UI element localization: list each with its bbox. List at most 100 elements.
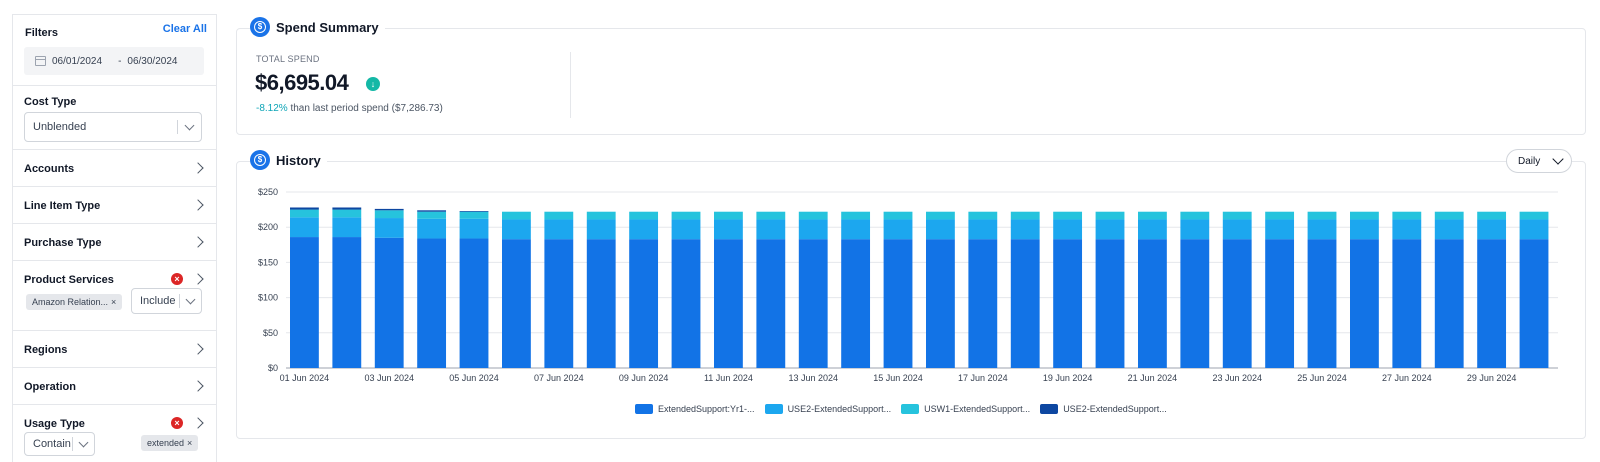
bar-segment [1053, 219, 1083, 240]
y-tick-label: $50 [263, 328, 278, 338]
bar-segment [714, 211, 743, 220]
chevron-right-icon[interactable] [192, 199, 204, 211]
chevron-right-icon[interactable] [192, 273, 204, 285]
granularity-value: Daily [1518, 155, 1541, 167]
legend-label: USE2-ExtendedSupport... [1063, 404, 1167, 414]
history-title: History [276, 152, 321, 168]
chevron-right-icon[interactable] [192, 417, 204, 429]
cost-type-value: Unblended [33, 121, 87, 133]
granularity-dropdown[interactable]: Daily [1506, 149, 1572, 173]
history-chart: $0 $50 $100 $150 $200 $250 01 Jun 2024 03 Jun 2… [258, 187, 1558, 383]
date-range-picker[interactable]: 06/01/2024 - 06/30/2024 [24, 47, 204, 75]
bar-segment [586, 219, 616, 240]
line-item-type-label: Line Item Type [24, 200, 101, 212]
chevron-right-icon[interactable] [192, 162, 204, 174]
bar-segment [417, 238, 447, 368]
bar-segment [1477, 239, 1507, 368]
spend-delta: -8.12% than last period spend ($7,286.73… [256, 103, 443, 114]
bar-segment [1350, 211, 1379, 220]
date-separator: - [118, 55, 122, 67]
bar-segment [1392, 239, 1422, 368]
purchase-type-section[interactable]: Purchase Type [13, 223, 216, 260]
bar-segment [1307, 239, 1337, 368]
chevron-down-icon [184, 120, 195, 130]
bar-segment [798, 211, 828, 220]
chevron-right-icon[interactable] [192, 380, 204, 392]
bar-segment [1350, 239, 1379, 368]
usage-type-mode-select[interactable]: Contain [24, 432, 95, 456]
operation-section[interactable]: Operation [13, 367, 216, 404]
y-tick-label: $100 [258, 293, 278, 303]
x-tick-label: 27 Jun 2024 [1382, 373, 1432, 383]
bar-segment [841, 239, 871, 368]
delta-percent: -8.12% [256, 103, 288, 114]
x-tick-label: 11 Jun 2024 [704, 373, 753, 383]
bar-segment [798, 239, 828, 368]
x-tick-label: 01 Jun 2024 [280, 373, 330, 383]
bar-segment [502, 211, 531, 220]
bar-segment [714, 219, 743, 240]
line-item-type-section[interactable]: Line Item Type [13, 186, 216, 223]
remove-chip-icon[interactable]: × [187, 438, 193, 448]
bar-segment [332, 209, 362, 218]
bar-segment [629, 239, 659, 368]
bar-segment [544, 211, 574, 220]
bar-segment [926, 239, 955, 368]
bar-segment [459, 211, 489, 219]
chevron-right-icon[interactable] [192, 343, 204, 355]
bar-segment [1222, 239, 1252, 368]
bar-segment [1180, 211, 1210, 220]
bar-segment [1265, 239, 1295, 368]
bar-segment [1053, 211, 1083, 220]
x-tick-label: 15 Jun 2024 [873, 373, 923, 383]
regions-section[interactable]: Regions [13, 330, 216, 367]
bar-segment [1222, 211, 1252, 220]
x-tick-label: 25 Jun 2024 [1297, 373, 1347, 383]
bar-segment [1392, 219, 1422, 240]
legend-swatch [764, 404, 783, 414]
bar-segment [926, 219, 955, 240]
usage-type-label: Usage Type [24, 418, 85, 430]
date-to[interactable]: 06/30/2024 [127, 55, 178, 67]
legend-label: USE2-ExtendedSupport... [787, 404, 892, 414]
accounts-label: Accounts [24, 163, 75, 175]
y-tick-label: $150 [258, 257, 278, 267]
bar-segment [926, 211, 955, 220]
bar-segment [374, 237, 404, 368]
chevron-right-icon[interactable] [192, 236, 204, 248]
x-tick-label: 13 Jun 2024 [788, 373, 838, 383]
bar-segment [1095, 219, 1125, 240]
product-services-mode-select[interactable]: Include [131, 288, 202, 314]
product-services-label: Product Services [24, 274, 114, 286]
bar-segment [459, 218, 489, 239]
bar-segment [1307, 219, 1337, 240]
bar-segment [459, 211, 489, 212]
bar-segment [374, 218, 404, 238]
x-tick-label: 09 Jun 2024 [619, 373, 669, 383]
bar-segment [883, 239, 913, 368]
x-tick-label: 05 Jun 2024 [449, 373, 499, 383]
mode-value: Include [140, 295, 176, 307]
bar-segment [332, 217, 362, 238]
filter-chip: Amazon Relation... × [26, 294, 123, 310]
cost-type-select[interactable]: Unblended [24, 112, 202, 142]
summary-divider [570, 52, 571, 118]
bar-segment [374, 210, 404, 219]
spend-summary-title: Spend Summary [276, 19, 379, 35]
legend-item[interactable]: USE2-ExtendedSupport... [1040, 404, 1167, 414]
usage-type-section: Usage Type × Contain extended × [13, 404, 216, 462]
clear-filter-icon[interactable]: × [171, 273, 183, 285]
legend-item[interactable]: USW1-ExtendedSupport... [901, 404, 1030, 414]
accounts-section[interactable]: Accounts [13, 149, 216, 186]
legend-item[interactable]: ExtendedSupport:Yr1-... [635, 404, 755, 414]
legend-item[interactable]: USE2-ExtendedSupport... [764, 404, 892, 414]
clear-all-button[interactable]: Clear All [162, 23, 207, 35]
filters-header: Filters Clear All [25, 23, 207, 39]
bar-segment [1180, 219, 1210, 240]
date-from[interactable]: 06/01/2024 [52, 55, 103, 67]
bar-segment [290, 237, 319, 368]
remove-chip-icon[interactable]: × [111, 297, 117, 307]
purchase-type-label: Purchase Type [24, 237, 102, 249]
clear-filter-icon[interactable]: × [171, 417, 183, 429]
bar-segment [1095, 211, 1125, 220]
